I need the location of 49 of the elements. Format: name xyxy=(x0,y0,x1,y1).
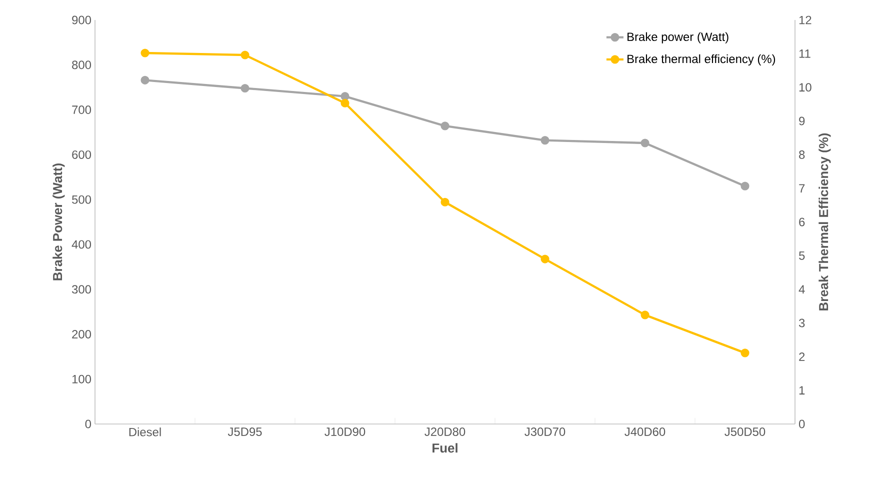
point xyxy=(540,136,550,145)
y-tick-label: 400 xyxy=(72,240,92,249)
point xyxy=(340,92,350,101)
y-tick-label: 100 xyxy=(72,374,92,384)
y-tick-label: 900 xyxy=(72,16,92,24)
y-tick-label: 300 xyxy=(72,285,92,294)
y-tick-label: 200 xyxy=(72,330,92,338)
point xyxy=(240,84,250,93)
y2-tick-label: 0 xyxy=(798,420,805,428)
y2-tick-label: 12 xyxy=(799,16,812,24)
y2-tick-label: 7 xyxy=(799,184,805,192)
y2-tick-label: 11 xyxy=(799,50,810,58)
point xyxy=(440,122,450,130)
y2-tick-label: 8 xyxy=(799,150,805,159)
point xyxy=(140,76,150,84)
x-tick-label: J30D70 xyxy=(524,428,566,436)
point xyxy=(240,50,250,60)
point xyxy=(740,348,750,358)
y2-tick-label: 9 xyxy=(799,116,805,126)
point xyxy=(640,310,650,320)
legend-label: Brake thermal efficiency (%) xyxy=(628,54,776,66)
y-tick-label: 800 xyxy=(72,60,92,70)
y2-tick-label: 5 xyxy=(799,252,805,260)
y2-tick-label: 10 xyxy=(799,83,812,92)
y-tick-label: 600 xyxy=(72,150,92,159)
y-tick-label: 0 xyxy=(85,420,92,428)
x-axis-title: Fuel xyxy=(432,443,458,453)
point xyxy=(340,98,350,108)
x-tick-label: J40D60 xyxy=(624,428,666,436)
y-axis-title: Brake Power (Watt) xyxy=(52,164,65,280)
x-tick-label: Diesel xyxy=(129,428,161,436)
y-tick-label: 500 xyxy=(72,195,92,204)
x-tick-label: J50D50 xyxy=(724,428,766,436)
point xyxy=(740,182,750,190)
point xyxy=(640,138,650,148)
x-tick-label: J10D90 xyxy=(324,428,366,436)
y2-tick-label: 6 xyxy=(799,218,805,226)
point xyxy=(540,254,550,264)
x-tick-label: J5D95 xyxy=(228,428,262,436)
point xyxy=(440,198,450,206)
x-tick-label: J20D80 xyxy=(424,428,466,436)
y2-tick-label: 4 xyxy=(798,285,805,294)
y2-tick-label: 1 xyxy=(799,386,805,394)
y2-tick-label: 3 xyxy=(798,318,805,328)
point xyxy=(140,48,150,58)
y2-tick-label: 2 xyxy=(799,352,805,361)
legend-label: Brake power (Watt) xyxy=(628,32,728,44)
y-tick-label: 700 xyxy=(72,106,92,114)
y2-axis-title: Break Thermal Efficiency (%) xyxy=(818,133,831,310)
